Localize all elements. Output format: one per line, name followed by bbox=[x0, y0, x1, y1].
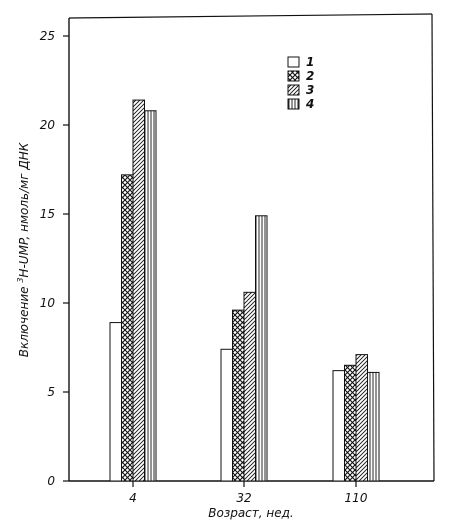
bar-series-4-cat-110 bbox=[367, 371, 380, 482]
legend-label-2: 2 bbox=[306, 69, 314, 83]
y-axis-label-rest: Н-UMP, нмоль/мг ДНК bbox=[17, 142, 31, 277]
y-tick-label: 10 bbox=[40, 296, 56, 310]
bar-series-3-cat-32 bbox=[243, 291, 256, 482]
x-axis-label: Возраст, нед. bbox=[208, 506, 293, 520]
bar-series-2-cat-32 bbox=[232, 309, 245, 482]
legend-label-4: 4 bbox=[305, 97, 314, 111]
bars bbox=[109, 99, 380, 482]
y-tick-label: 20 bbox=[40, 118, 56, 132]
bar-series-1-cat-4 bbox=[109, 322, 122, 482]
bar-series-3-cat-4 bbox=[132, 99, 145, 482]
y-tick-label: 25 bbox=[40, 29, 55, 43]
y-tick-label: 0 bbox=[47, 474, 55, 488]
bar-series-2-cat-4 bbox=[121, 174, 134, 482]
bar-series-4-cat-32 bbox=[255, 215, 268, 482]
bar-series-1-cat-32 bbox=[220, 348, 233, 482]
y-tick-label: 15 bbox=[40, 207, 55, 221]
legend-swatch-2 bbox=[287, 70, 300, 82]
top-frame-line bbox=[68, 13, 433, 19]
x-axis-ticks: 4 32 110 bbox=[129, 481, 368, 505]
legend-label-1: 1 bbox=[306, 55, 314, 69]
legend-swatch-1 bbox=[287, 56, 300, 68]
bar-series-3-cat-110 bbox=[355, 354, 368, 482]
right-frame-line bbox=[431, 13, 435, 482]
legend-swatch-3 bbox=[287, 84, 300, 96]
x-tick-label: 4 bbox=[129, 491, 137, 505]
bar-series-2-cat-110 bbox=[344, 364, 357, 482]
bar-series-4-cat-4 bbox=[144, 110, 157, 482]
y-axis-label: Включение 3Н-UMP, нмоль/мг ДНК bbox=[16, 142, 31, 357]
y-tick-label: 5 bbox=[47, 385, 55, 399]
legend-label-3: 3 bbox=[306, 83, 314, 97]
bar-series-1-cat-110 bbox=[332, 370, 345, 482]
y-axis-label-superscript: 3 bbox=[16, 278, 25, 283]
legend-swatch-4 bbox=[287, 98, 300, 110]
x-tick-label: 110 bbox=[345, 491, 368, 505]
y-axis-ticks: 0 5 10 15 20 25 bbox=[40, 29, 69, 488]
x-tick-label: 32 bbox=[236, 491, 251, 505]
